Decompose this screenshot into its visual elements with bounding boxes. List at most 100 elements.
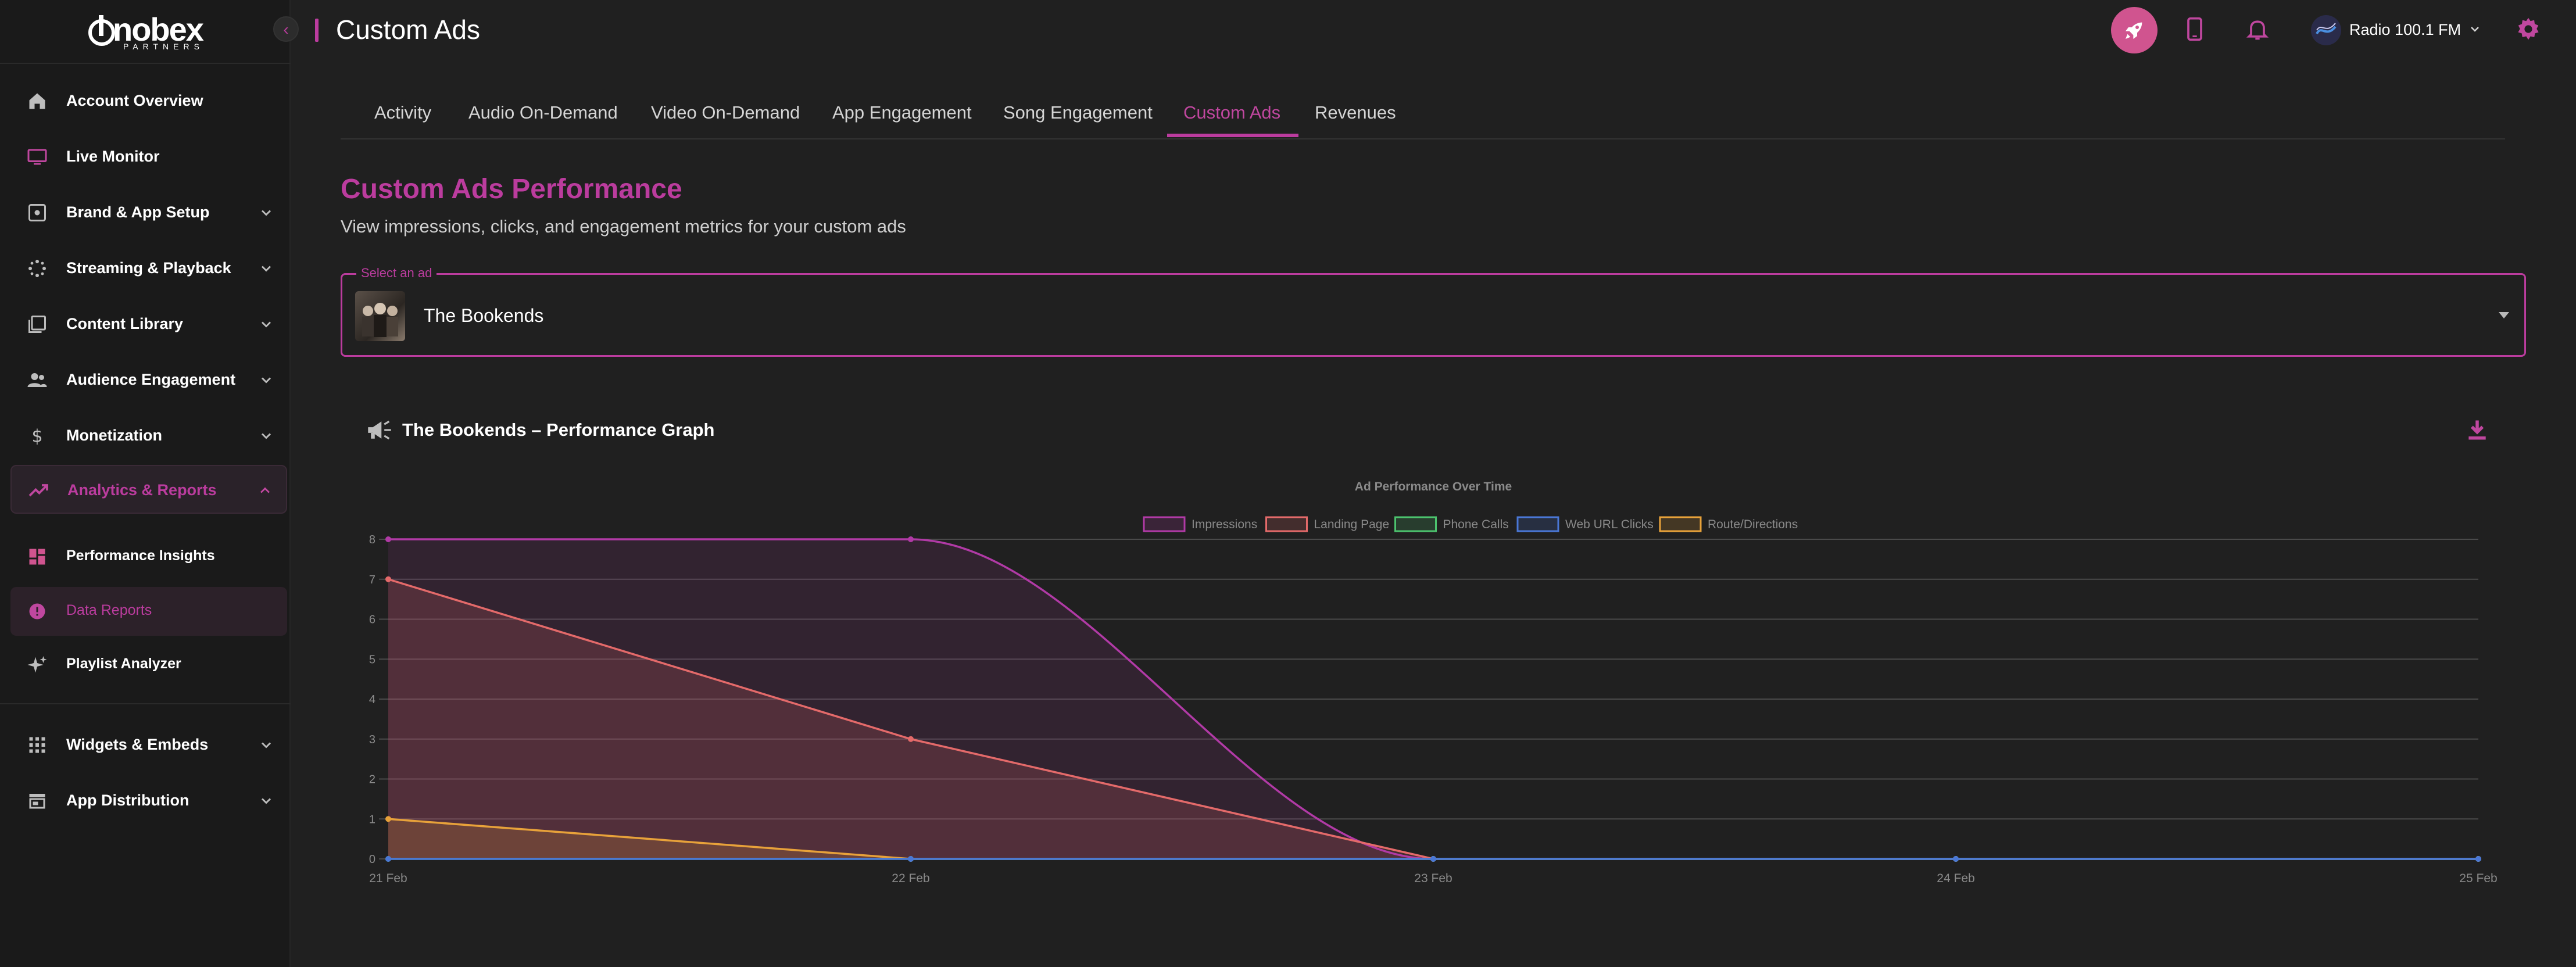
x-tick-label: 23 Feb (1414, 872, 1452, 885)
series-area (388, 579, 2478, 859)
station-logo-icon (2311, 15, 2341, 45)
ad-thumbnail (355, 291, 405, 341)
tab-audio-on-demand[interactable]: Audio On-Demand (468, 102, 618, 123)
sidebar-item-playlist-analyzer[interactable]: Playlist Analyzer (10, 640, 287, 689)
tab-app-engagement[interactable]: App Engagement (832, 102, 972, 123)
legend-entry: Web URL Clicks (1565, 518, 1654, 531)
chart-title: Ad Performance Over Time (1355, 480, 1512, 493)
tab-song-engagement[interactable]: Song Engagement (1003, 102, 1153, 123)
sidebar-item-label: Audience Engagement (66, 371, 236, 388)
y-tick-label: 8 (369, 533, 375, 546)
x-tick-label: 25 Feb (2459, 872, 2497, 885)
sidebar-item-label: Streaming & Playback (66, 259, 231, 277)
y-tick-label: 3 (369, 733, 375, 746)
data-point (385, 816, 391, 822)
people-icon (27, 373, 47, 387)
sidebar-item-account-overview[interactable]: Account Overview (10, 77, 287, 126)
y-tick-label: 0 (369, 853, 375, 866)
sidebar-item-label: Content Library (66, 315, 184, 332)
chevron-down-icon (261, 266, 271, 272)
sidebar-item-live-monitor[interactable]: Live Monitor (10, 132, 287, 181)
report-icon (29, 603, 45, 619)
legend-swatch (1265, 516, 1308, 532)
palette-icon (28, 204, 46, 221)
sidebar-item-streaming-playback[interactable]: Streaming & Playback (10, 244, 287, 293)
x-tick-label: 21 Feb (369, 872, 407, 885)
notifications-bell-icon[interactable] (2245, 16, 2270, 42)
sidebar-item-performance-insights[interactable]: Performance Insights (10, 532, 287, 581)
active-tab-indicator (1167, 134, 1298, 137)
chevron-down-icon (261, 321, 271, 328)
chevron-down-icon (261, 742, 271, 748)
chevron-down-icon (261, 377, 271, 384)
megaphone-icon (368, 420, 391, 440)
legend-swatch (1394, 516, 1437, 532)
performance-chart: Ad Performance Over Time Impressions Landi… (369, 480, 2498, 885)
sidebar-item-label: Account Overview (66, 92, 203, 109)
data-point (1430, 856, 1436, 862)
dropdown-caret-icon (2499, 312, 2509, 318)
sidebar-item-brand-app-setup[interactable]: Brand & App Setup (10, 188, 287, 237)
data-point (385, 536, 391, 542)
sparkle-icon (27, 656, 47, 673)
sidebar-item-label: Widgets & Embeds (66, 736, 209, 753)
tab-activity[interactable]: Activity (374, 102, 432, 123)
y-tick-label: 7 (369, 574, 375, 586)
sidebar-item-label: Analytics & Reports (67, 481, 217, 499)
logo-text: nobex (113, 11, 204, 48)
legend-entry: Phone Calls (1443, 518, 1509, 531)
sidebar: nobex PARTNERS ‹ Account Overview Live M… (0, 0, 299, 967)
data-point (1953, 856, 1959, 862)
series-area (388, 539, 2478, 859)
download-icon[interactable] (2464, 416, 2490, 444)
nobex-logo[interactable]: nobex PARTNERS (87, 8, 204, 55)
collapse-sidebar-button[interactable]: ‹ (273, 16, 299, 42)
data-point (2475, 856, 2481, 862)
graph-title: The Bookends – Performance Graph (402, 420, 715, 440)
data-point (908, 536, 914, 542)
y-tick-label: 1 (369, 813, 375, 826)
tab-revenues[interactable]: Revenues (1315, 102, 1396, 123)
x-tick-label: 24 Feb (1937, 872, 1974, 885)
sidebar-item-data-reports[interactable]: Data Reports (10, 587, 287, 636)
series-area (388, 819, 2478, 859)
chevron-down-icon (261, 798, 271, 804)
title-accent-bar (315, 19, 319, 42)
sidebar-item-widgets-embeds[interactable]: Widgets & Embeds (10, 721, 287, 769)
sidebar-item-label: Playlist Analyzer (66, 656, 181, 672)
settings-gear-icon[interactable] (2516, 16, 2541, 42)
mobile-preview-icon[interactable] (2182, 16, 2208, 42)
library-icon (28, 316, 46, 333)
quick-launch-button[interactable] (2111, 7, 2158, 53)
data-point (908, 736, 914, 742)
chevron-down-icon (261, 433, 271, 439)
sidebar-item-label: App Distribution (66, 791, 189, 809)
ad-select-dropdown[interactable]: Select an ad The Bookends (341, 266, 2526, 357)
sidebar-item-monetization[interactable]: $ Monetization (10, 411, 287, 460)
tab-custom-ads[interactable]: Custom Ads (1183, 102, 1281, 123)
page-title: Custom Ads (336, 15, 480, 45)
x-tick-label: 22 Feb (892, 872, 929, 885)
sidebar-item-content-library[interactable]: Content Library (10, 300, 287, 349)
rocket-icon (2126, 22, 2142, 39)
sidebar-item-analytics-reports[interactable]: Analytics & Reports (10, 465, 287, 514)
sidebar-item-label: Live Monitor (66, 148, 160, 165)
legend-swatch (1659, 516, 1702, 532)
grid-icon (29, 737, 45, 753)
tab-video-on-demand[interactable]: Video On-Demand (651, 102, 800, 123)
ad-select-value: The Bookends (424, 305, 544, 326)
legend-entry: Impressions (1192, 518, 1257, 531)
legend-entry: Landing Page (1314, 518, 1390, 531)
sidebar-item-app-distribution[interactable]: App Distribution (10, 776, 287, 825)
data-point (908, 856, 914, 862)
sidebar-item-audience-engagement[interactable]: Audience Engagement (10, 356, 287, 404)
chevron-down-icon (261, 210, 271, 216)
section-subtitle: View impressions, clicks, and engagement… (341, 216, 906, 237)
legend-entry: Route/Directions (1708, 518, 1798, 531)
store-icon (29, 794, 45, 809)
home-icon (29, 93, 45, 109)
chevron-down-icon (2471, 27, 2479, 32)
y-tick-label: 5 (369, 653, 375, 666)
data-point (385, 856, 391, 862)
data-point (385, 576, 391, 582)
